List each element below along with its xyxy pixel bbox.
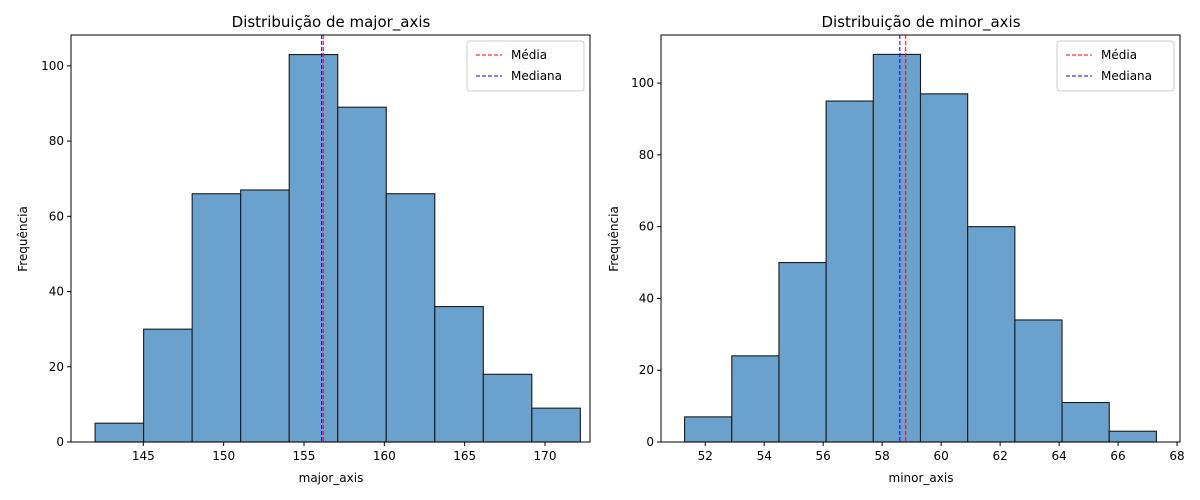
- histogram-bar: [531, 407, 581, 443]
- x-tick-label: 155: [293, 449, 316, 463]
- y-tick-label: 100: [631, 76, 654, 90]
- x-tick-label: 160: [373, 449, 396, 463]
- chart-title: Distribuição de minor_axis: [821, 13, 1020, 32]
- y-tick-label: 100: [41, 59, 64, 73]
- x-tick-label: 58: [875, 449, 890, 463]
- histogram-bar: [240, 189, 290, 443]
- y-tick-label: 0: [646, 435, 654, 449]
- legend-entry-mean-label: Média: [1101, 48, 1137, 62]
- histogram-bar: [94, 422, 145, 443]
- axes-frame: [70, 34, 591, 443]
- histogram-bar: [482, 373, 533, 443]
- histogram-bar: [337, 106, 387, 443]
- plot-area: 145 150 155 160 165 170 0 20 40 60 80 100 Média Media…: [41, 34, 591, 463]
- x-tick-label: 66: [1110, 449, 1125, 463]
- x-tick-label: 150: [212, 449, 235, 463]
- y-tick-label: 40: [49, 285, 64, 299]
- legend-box: [466, 40, 585, 92]
- y-tick-label: 60: [49, 209, 64, 223]
- major-axis-histogram-panel: Distribuição de major_axis major_axis Fr…: [16, 13, 591, 485]
- histogram-bar: [434, 306, 484, 443]
- x-tick-label: 62: [992, 449, 1007, 463]
- histogram-bar: [288, 54, 339, 443]
- y-tick-label: 40: [639, 291, 654, 305]
- legend: Média Mediana: [466, 40, 585, 92]
- histogram-bar: [1014, 319, 1063, 443]
- histogram-bar: [191, 193, 242, 443]
- chart-title: Distribuição de major_axis: [232, 13, 431, 32]
- histogram-bar: [825, 100, 874, 443]
- histogram-bar: [778, 261, 827, 443]
- x-tick-label: 60: [934, 449, 949, 463]
- x-tick-label: 165: [453, 449, 476, 463]
- x-tick-label: 145: [132, 449, 155, 463]
- histogram-bar: [967, 226, 1016, 443]
- y-axis-label: Frequência: [16, 206, 30, 272]
- histogram-bar: [143, 328, 193, 443]
- histogram-bar: [1108, 430, 1157, 443]
- legend-box: [1056, 40, 1175, 92]
- y-tick-label: 60: [639, 220, 654, 234]
- histogram-bar: [684, 416, 733, 443]
- x-tick-label: 170: [534, 449, 557, 463]
- y-tick-label: 0: [56, 435, 64, 449]
- legend-entry-mean-label: Média: [511, 48, 547, 62]
- legend-entry-median-label: Mediana: [511, 69, 562, 83]
- axes-frame: [660, 34, 1181, 443]
- y-tick-label: 80: [639, 148, 654, 162]
- x-axis-label: minor_axis: [889, 471, 954, 485]
- histogram-bar: [731, 355, 780, 443]
- histogram-bar: [1061, 401, 1110, 443]
- x-axis-label: major_axis: [299, 471, 364, 485]
- y-axis-label: Frequência: [607, 206, 621, 272]
- histogram-bar: [385, 193, 436, 443]
- y-tick-label: 20: [639, 363, 654, 377]
- x-tick-label: 68: [1169, 449, 1184, 463]
- legend-entry-median-label: Mediana: [1101, 69, 1152, 83]
- y-tick-label: 20: [49, 360, 64, 374]
- x-tick-label: 54: [757, 449, 772, 463]
- histogram-bar: [919, 93, 969, 443]
- y-tick-label: 80: [49, 134, 64, 148]
- x-tick-label: 64: [1051, 449, 1066, 463]
- x-tick-label: 56: [816, 449, 831, 463]
- x-tick-label: 52: [698, 449, 713, 463]
- minor-axis-histogram-panel: Distribuição de minor_axis minor_axis Fr…: [607, 13, 1185, 485]
- plot-area: 52 54 56 58 60 62 64 66 68 0 20 40 60 80 100 Média Media…: [631, 34, 1185, 463]
- histogram-bar: [872, 53, 922, 443]
- legend: Média Mediana: [1056, 40, 1175, 92]
